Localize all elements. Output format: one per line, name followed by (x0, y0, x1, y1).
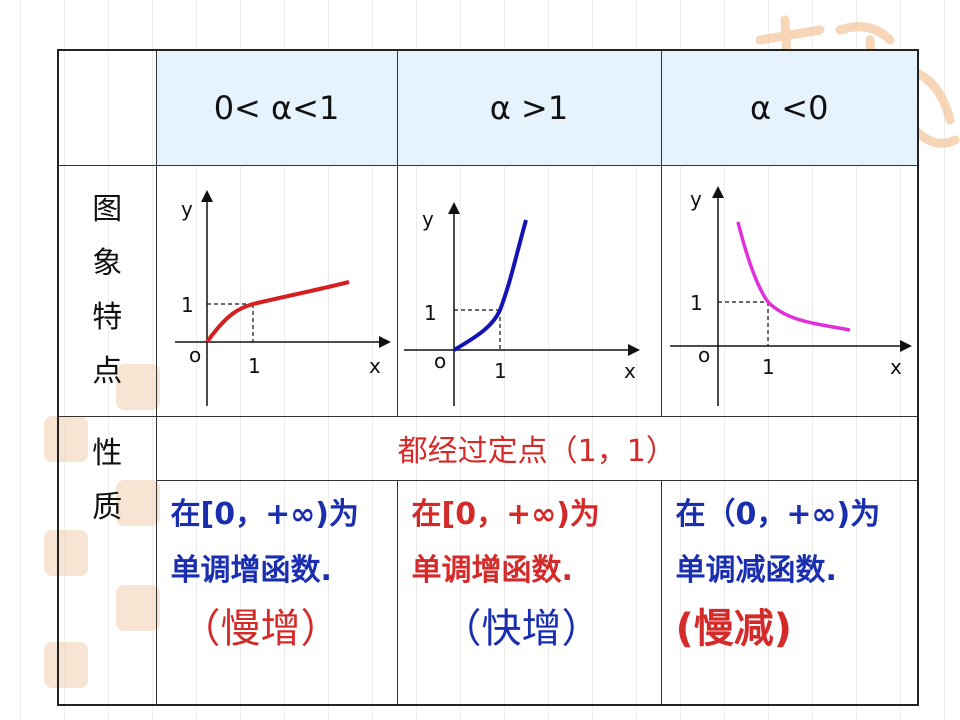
label-char: 特 (92, 299, 123, 335)
graph-slow-increase: y x 1 1 o (174, 189, 391, 406)
header-alpha-less-0: α <0 (750, 88, 829, 127)
header-cell-alpha-between-0-1: 0< α<1 (155, 49, 398, 166)
x-axis-label: x (369, 354, 381, 378)
graph-cell-slow-increase: y x 1 1 o (155, 164, 398, 417)
property-line: 在[0，+∞)为 (411, 496, 600, 532)
property-slow-increase: 在[0，+∞)为 单调增函数. （慢增） (155, 479, 398, 706)
x-one-label: 1 (248, 354, 261, 378)
label-char: 质 (92, 489, 123, 525)
corner-cell (57, 49, 157, 166)
property-line: 在[0，+∞)为 (170, 496, 359, 532)
label-char: 点 (92, 353, 123, 389)
origin-label: o (189, 343, 201, 367)
x-axis-label: x (890, 355, 902, 379)
y-one-label: 1 (181, 293, 194, 317)
properties-label: 性 质 (57, 415, 157, 706)
curve-slow-decrease (735, 221, 850, 332)
graph-features-label: 图 象 特 点 (57, 164, 157, 417)
x-one-label: 1 (494, 359, 507, 383)
header-alpha-between-0-1: 0< α<1 (213, 88, 340, 127)
label-char: 性 (92, 435, 123, 471)
header-cell-alpha-greater-1: α >1 (396, 49, 662, 166)
property-line: 单调增函数. (411, 552, 573, 588)
common-property: 都经过定点（1，1） (155, 415, 919, 481)
x-one-label: 1 (762, 355, 775, 379)
graph-slow-decrease: y x 1 1 o (669, 185, 912, 406)
property-line: 单调增函数. (170, 552, 332, 588)
y-one-label: 1 (424, 301, 437, 325)
header-alpha-greater-1: α >1 (489, 88, 569, 127)
origin-label: o (434, 349, 446, 373)
label-char: 象 (92, 245, 123, 281)
label-char: 图 (92, 191, 123, 227)
y-axis-label: y (690, 187, 702, 211)
power-function-table: 0< α<1 α >1 α <0 图 象 特 点 (57, 49, 919, 706)
graph-cell-slow-decrease: y x 1 1 o (660, 164, 919, 417)
property-line: 在（0，+∞)为 (675, 496, 881, 532)
property-fast-increase: 在[0，+∞)为 单调增函数. （快增） (396, 479, 662, 706)
header-cell-alpha-less-0: α <0 (660, 49, 919, 166)
property-note: （慢增） (180, 605, 341, 652)
property-line: 单调减函数. (675, 552, 837, 588)
x-axis-label: x (624, 359, 636, 383)
y-axis-label: y (422, 207, 434, 231)
origin-label: o (698, 343, 710, 367)
property-slow-decrease: 在（0，+∞)为 单调减函数. (慢减) (660, 479, 919, 706)
curve-fast-increase (452, 218, 528, 352)
graph-fast-increase: y x 1 1 o (403, 201, 640, 406)
graph-cell-fast-increase: y x 1 1 o (396, 164, 662, 417)
property-note: (慢减) (675, 605, 793, 652)
y-one-label: 1 (690, 291, 703, 315)
y-axis-label: y (181, 197, 193, 221)
property-note: （快增） (441, 605, 602, 652)
curve-slow-increase (204, 279, 349, 343)
